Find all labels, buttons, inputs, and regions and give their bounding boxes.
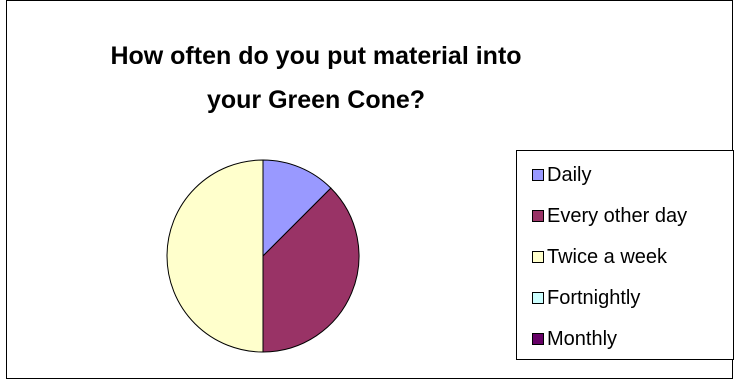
legend-label-every-other-day: Every other day xyxy=(547,204,688,227)
pie-slice-daily xyxy=(262,159,332,258)
legend-swatch-monthly xyxy=(532,333,544,345)
legend-item-monthly: Monthly xyxy=(532,326,617,352)
legend-item-twice-a-week: Twice a week xyxy=(532,244,667,270)
legend-swatch-daily xyxy=(532,169,544,181)
legend-label-twice-a-week: Twice a week xyxy=(547,245,668,268)
pie-slice-every-other-day xyxy=(262,187,360,353)
legend-swatch-every-other-day xyxy=(532,210,544,222)
legend-label-monthly: Monthly xyxy=(547,327,618,350)
legend-label-fortnightly: Fortnightly xyxy=(547,286,641,309)
legend-swatch-twice-a-week xyxy=(532,251,544,263)
chart-title-line-1: How often do you put material into xyxy=(110,42,522,70)
legend-item-fortnightly: Fortnightly xyxy=(532,285,640,311)
chart-title: How often do you put material into your … xyxy=(6,34,626,122)
legend-item-daily: Daily xyxy=(532,162,591,188)
legend-item-every-other-day: Every other day xyxy=(532,203,687,229)
legend-label-daily: Daily xyxy=(547,163,592,186)
chart-title-line-2: your Green Cone? xyxy=(206,86,426,114)
legend-swatch-fortnightly xyxy=(532,292,544,304)
pie-slices xyxy=(166,159,360,353)
pie-slice-twice-a-week xyxy=(166,159,264,353)
legend: Daily Every other day Twice a week Fortn… xyxy=(516,150,734,360)
